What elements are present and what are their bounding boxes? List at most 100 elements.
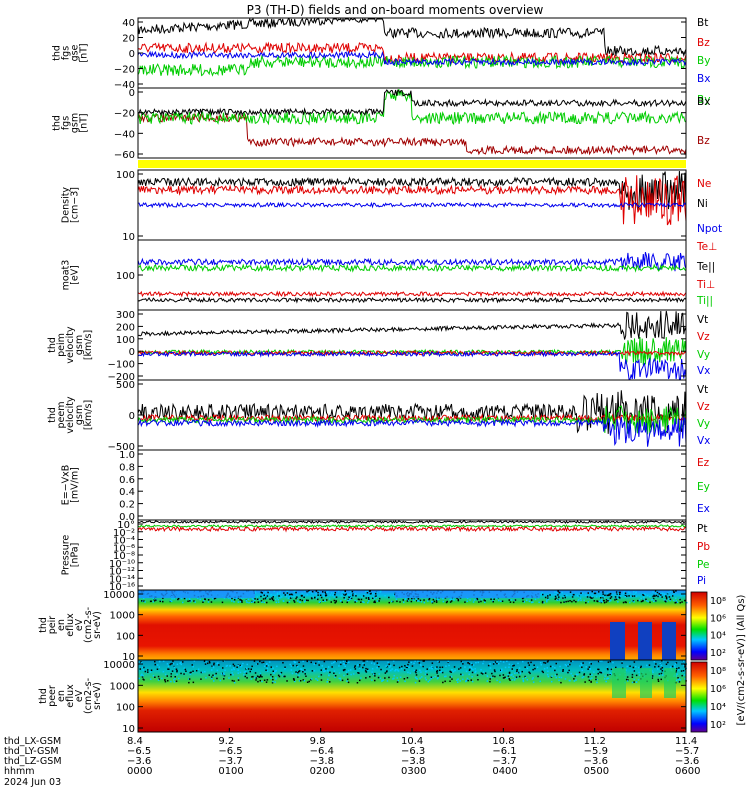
spectrogram-speck bbox=[203, 660, 206, 662]
legend-peim-vel-vx: Vx bbox=[697, 365, 710, 377]
spectrogram-speck bbox=[593, 592, 596, 595]
legend-peim-vel-vt: Vt bbox=[697, 314, 708, 326]
spectrogram-speck bbox=[506, 660, 508, 662]
spectrogram-speck bbox=[283, 592, 285, 594]
spectrogram-speck bbox=[530, 661, 532, 664]
spectrogram-speck bbox=[411, 597, 413, 600]
spectrogram-speck bbox=[484, 601, 486, 604]
spectrogram-speck bbox=[575, 673, 578, 676]
spectrogram-speck bbox=[369, 676, 371, 678]
spectrogram-speck bbox=[444, 675, 446, 678]
spectrogram-speck bbox=[471, 664, 473, 666]
spectrogram-speck bbox=[418, 680, 421, 682]
spectrogram-speck bbox=[597, 668, 599, 671]
spectrogram-speck bbox=[329, 681, 331, 683]
spectrogram-speck bbox=[420, 664, 422, 667]
spectrogram-speck bbox=[624, 594, 627, 597]
spectrogram-speck bbox=[589, 596, 591, 598]
spectrogram-speck bbox=[166, 663, 169, 665]
spectrogram-speck bbox=[384, 677, 386, 679]
spectrogram-speck bbox=[418, 600, 420, 602]
spectrogram-speck bbox=[266, 670, 269, 672]
spectrogram-speck bbox=[673, 591, 675, 593]
y-tick-label: 10⁻¹² bbox=[109, 567, 135, 578]
spectrogram-speck bbox=[212, 666, 215, 669]
spectrogram-speck bbox=[262, 598, 265, 600]
spectrogram-speck bbox=[509, 679, 511, 681]
spectrogram-speck bbox=[469, 668, 471, 671]
spectrogram-speck bbox=[250, 678, 253, 680]
spectrogram-speck bbox=[330, 601, 332, 603]
spectrogram-speck bbox=[667, 592, 669, 594]
spectrogram-speck bbox=[652, 597, 655, 600]
spectrogram-speck bbox=[260, 591, 262, 594]
spectrogram-speck bbox=[212, 597, 214, 600]
spectrogram-speck bbox=[445, 601, 448, 604]
spectrogram-speck bbox=[286, 592, 289, 594]
spectrogram-speck bbox=[558, 591, 560, 594]
y-tick-label: 1000 bbox=[110, 681, 135, 692]
x-tick-label-lz: −3.6 bbox=[675, 756, 699, 767]
spectrogram-speck bbox=[474, 668, 476, 670]
spectrogram-speck bbox=[627, 591, 630, 593]
spectrogram-speck bbox=[478, 601, 480, 603]
pressure-trace-1 bbox=[137, 524, 687, 528]
spectrogram-speck bbox=[310, 679, 312, 681]
spectrogram-speck bbox=[358, 672, 360, 674]
spectrogram-speck bbox=[415, 671, 417, 674]
spectrogram-speck bbox=[212, 674, 214, 676]
spectrogram-speck bbox=[319, 600, 321, 603]
spectrogram-speck bbox=[351, 590, 354, 593]
spectrogram-speck bbox=[234, 599, 236, 601]
spectrogram-speck bbox=[157, 679, 160, 681]
spectrogram-speck bbox=[410, 600, 413, 603]
spectrogram-speck bbox=[606, 678, 608, 680]
spectrogram-speck bbox=[664, 600, 666, 602]
spectrogram-speck bbox=[259, 679, 261, 682]
spectrogram-speck bbox=[625, 601, 627, 604]
x-tick-label-lz: −3.7 bbox=[218, 756, 242, 767]
spectrogram-speck bbox=[201, 671, 204, 673]
spectrogram-speck bbox=[239, 600, 242, 603]
spectrogram-speck bbox=[555, 597, 557, 599]
spectrogram-speck bbox=[302, 671, 304, 673]
spectrogram-speck bbox=[360, 601, 362, 603]
spectrogram-speck bbox=[184, 668, 187, 671]
spectrogram-speck bbox=[266, 595, 269, 597]
spectrogram-speck bbox=[656, 591, 659, 594]
y-tick-label: −100 bbox=[108, 360, 135, 371]
spectrogram-speck bbox=[400, 667, 403, 670]
fgs-gse-trace-1 bbox=[137, 41, 687, 65]
spectrogram-speck bbox=[143, 679, 145, 681]
y-tick-label: 500 bbox=[116, 380, 135, 391]
spectrogram-speck bbox=[675, 675, 677, 677]
pressure-trace-0 bbox=[137, 520, 687, 524]
spectrogram-speck bbox=[522, 679, 524, 682]
spectrogram-speck bbox=[192, 681, 195, 684]
spectrogram-speck bbox=[674, 602, 676, 604]
spectrogram-speck bbox=[551, 675, 553, 677]
spectrogram-speck bbox=[272, 680, 274, 683]
spectrogram-speck bbox=[665, 597, 668, 600]
spectrogram-speck bbox=[539, 662, 542, 664]
y-axis-label-line: gse bbox=[70, 44, 81, 61]
spectrogram-speck bbox=[176, 673, 178, 676]
spectrogram-speck bbox=[474, 671, 476, 674]
spectrogram-speck bbox=[293, 679, 295, 681]
spectrogram-speck bbox=[391, 668, 393, 670]
spectrogram-speck bbox=[507, 674, 509, 676]
spectrogram-speck bbox=[476, 598, 479, 601]
spectrogram-speck bbox=[334, 602, 336, 604]
spectrogram-speck bbox=[552, 665, 554, 668]
spectrogram-speck bbox=[343, 597, 345, 599]
spectrogram-speck bbox=[365, 667, 367, 670]
spectrogram-speck bbox=[325, 591, 328, 594]
y-axis-label-line: eflux bbox=[65, 613, 76, 637]
spectrogram-speck bbox=[261, 592, 263, 594]
x-tick-label-hhmm: 0300 bbox=[401, 766, 426, 777]
spectrogram-speck bbox=[619, 595, 622, 597]
spectrogram-speck bbox=[676, 667, 678, 670]
spectrogram-speck bbox=[353, 666, 356, 668]
spectrogram-speck bbox=[404, 665, 406, 667]
